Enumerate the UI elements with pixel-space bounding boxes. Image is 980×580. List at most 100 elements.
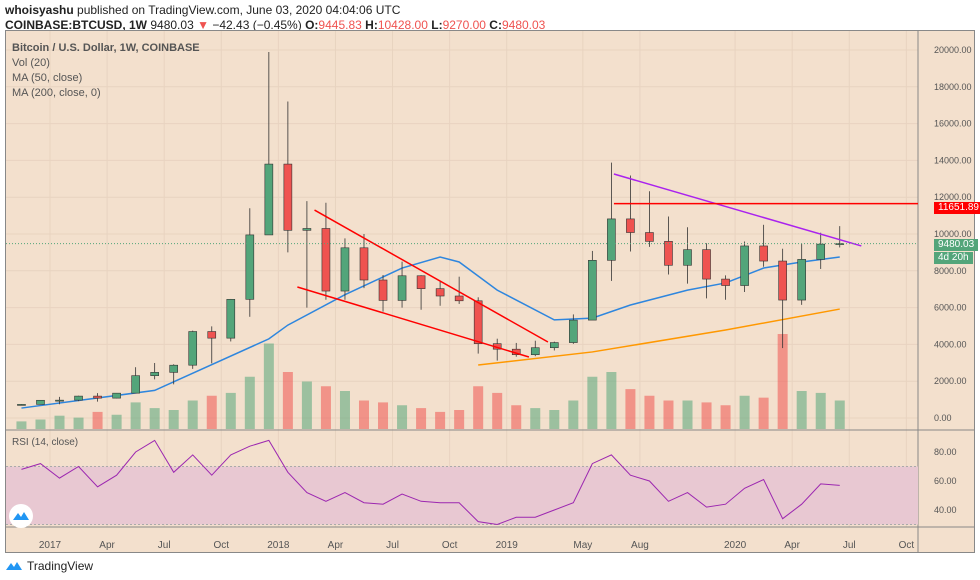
o-label: O: — [305, 18, 319, 32]
candle-body — [683, 249, 692, 266]
time-tick: Jul — [843, 540, 856, 551]
low-value: 9270.00 — [442, 18, 486, 32]
volume-bar — [244, 376, 255, 429]
candle-body — [588, 260, 597, 321]
time-tick: 2020 — [724, 540, 747, 551]
volume-bar — [777, 334, 788, 429]
rsi-tick: 80.00 — [934, 447, 957, 457]
candle-body — [397, 275, 407, 301]
volume-bar — [815, 392, 826, 429]
chart-frame[interactable] — [5, 30, 975, 553]
volume-bar — [796, 391, 807, 429]
volume-bar — [492, 392, 503, 429]
rsi-band — [6, 466, 918, 525]
volume-bar — [701, 402, 712, 429]
publish-date: published on TradingView.com, June 03, 2… — [77, 3, 401, 17]
open-value: 9445.83 — [318, 18, 362, 32]
high-value: 10428.00 — [377, 18, 428, 32]
candle-body — [778, 260, 787, 301]
candle-body — [721, 278, 730, 286]
volume-bar — [206, 395, 217, 429]
volume-bar — [73, 417, 84, 429]
time-tick: Oct — [442, 540, 458, 551]
rsi-legend[interactable]: RSI (14, close) — [12, 437, 79, 448]
candle-body — [112, 392, 121, 399]
candle-body — [378, 279, 388, 301]
tradingview-logo-icon[interactable] — [9, 504, 33, 528]
volume-bar — [606, 372, 617, 429]
time-tick: Oct — [213, 540, 229, 551]
time-tick: Apr — [328, 540, 344, 551]
price-tick: 2000.00 — [934, 376, 967, 386]
footer-logo[interactable]: TradingView — [5, 559, 93, 573]
volume-bar — [92, 411, 103, 429]
candle-body — [207, 331, 217, 339]
symbol: COINBASE:BTCUSD, 1W — [5, 18, 148, 32]
time-tick: Jul — [386, 540, 399, 551]
legend-ma50[interactable]: MA (50, close) — [12, 72, 83, 84]
volume-bar — [511, 405, 522, 429]
volume-bar — [378, 402, 389, 429]
candle-body — [131, 375, 140, 394]
volume-bar — [187, 400, 198, 429]
volume-bar — [834, 400, 845, 429]
h-label: H: — [365, 18, 378, 32]
volume-bar — [587, 376, 598, 429]
candle-body — [36, 399, 45, 405]
legend-ma200[interactable]: MA (200, close, 0) — [12, 87, 101, 99]
price-tick: 0.00 — [934, 413, 952, 423]
volume-bar — [720, 405, 731, 429]
candle-body — [664, 241, 673, 266]
volume-bar — [16, 421, 27, 429]
candle-body — [321, 228, 331, 292]
candle-body — [226, 299, 236, 339]
candle-body — [169, 364, 178, 373]
volume-bar — [320, 386, 331, 429]
price-tick: 10000.00 — [934, 229, 972, 239]
candle-body — [549, 342, 559, 349]
volume-bar — [130, 402, 141, 429]
author[interactable]: whoisyashu — [5, 3, 74, 17]
candle-body — [835, 243, 845, 245]
change: −42.43 (−0.45%) — [212, 18, 302, 32]
candle-body — [74, 395, 83, 401]
close-value: 9480.03 — [501, 18, 546, 32]
candle-body — [302, 228, 312, 231]
volume-bar — [282, 372, 293, 429]
candle-body — [17, 404, 26, 406]
candle-body — [740, 245, 749, 286]
time-tick: Apr — [784, 540, 800, 551]
countdown-badge: 4d 20h — [934, 252, 973, 264]
price-tick: 18000.00 — [934, 82, 972, 92]
candle-body — [245, 234, 255, 300]
volume-bar — [644, 395, 655, 429]
price-tick: 16000.00 — [934, 119, 972, 129]
candle-body — [759, 245, 768, 262]
candle-body — [340, 247, 350, 292]
volume-bar — [397, 405, 408, 429]
volume-bar — [758, 397, 769, 429]
tradingview-icon — [6, 562, 22, 570]
volume-bar — [549, 410, 560, 429]
price-tick: 8000.00 — [934, 266, 967, 276]
trendline — [314, 209, 549, 343]
volume-bar — [454, 410, 465, 429]
volume-bar — [54, 415, 65, 429]
legend-volume[interactable]: Vol (20) — [12, 57, 50, 69]
volume-bar — [416, 408, 427, 429]
ma50-line — [21, 256, 840, 409]
legend-symbol[interactable]: Bitcoin / U.S. Dollar, 1W, COINBASE — [12, 42, 200, 54]
trendline — [613, 173, 862, 247]
volume-bar — [35, 419, 46, 429]
price-tick: 4000.00 — [934, 339, 967, 349]
volume-bar — [339, 391, 350, 429]
volume-bar — [625, 389, 636, 429]
chart-legend: Bitcoin / U.S. Dollar, 1W, COINBASE Vol … — [12, 41, 200, 101]
last-price: 9480.03 — [150, 18, 194, 32]
volume-bar — [263, 343, 274, 429]
time-tick: 2018 — [267, 540, 290, 551]
footer-logo-text: TradingView — [27, 559, 94, 573]
down-arrow-icon: ▼ — [197, 18, 209, 32]
price-tick: 20000.00 — [934, 45, 972, 55]
